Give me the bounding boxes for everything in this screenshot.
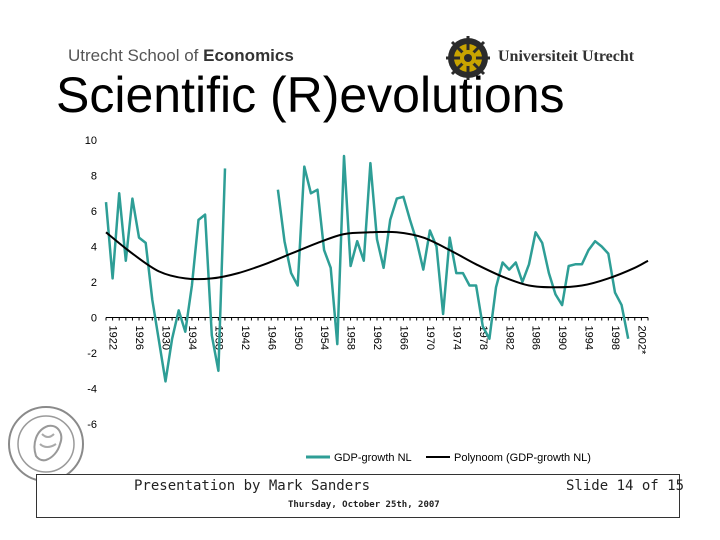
x-tick-label: 1994	[583, 326, 595, 350]
x-tick-label: 1982	[503, 326, 515, 350]
x-tick-label: 1926	[133, 326, 145, 350]
footer-date: Thursday, October 25th, 2007	[288, 500, 440, 510]
x-tick-label: 2002*	[635, 326, 647, 355]
y-tick-label: -4	[87, 384, 97, 396]
school-logo-text: Utrecht School of Economics	[68, 46, 294, 66]
x-tick-label: 1998	[609, 326, 621, 350]
university-name: Universiteit Utrecht	[498, 48, 635, 65]
y-tick-label: 4	[91, 242, 97, 254]
school-prefix: Utrecht School of	[68, 46, 204, 65]
legend-label-trend: Polynoom (GDP-growth NL)	[454, 452, 591, 464]
y-tick-label: 0	[91, 313, 97, 325]
x-tick-label: 1942	[239, 326, 251, 350]
x-tick-label: 1954	[318, 326, 330, 350]
x-tick-label: 1966	[398, 326, 410, 350]
x-tick-label: 1978	[477, 326, 489, 350]
x-tick-label: 1986	[530, 326, 542, 350]
x-tick-label: 1990	[556, 326, 568, 350]
page-title: Scientific (R)evolutions	[56, 67, 565, 123]
legend-label-gdp: GDP-growth NL	[334, 452, 412, 464]
x-tick-label: 1930	[160, 326, 172, 350]
footer-presenter: Presentation by Mark Sanders	[134, 478, 371, 494]
x-tick-label: 1958	[345, 326, 357, 350]
x-tick-label: 1934	[186, 326, 198, 350]
x-tick-label: 1962	[371, 326, 383, 350]
x-tick-label: 1946	[265, 326, 277, 350]
footer-slide-number: Slide 14 of 15	[566, 478, 685, 494]
x-tick-label: 1950	[292, 326, 304, 350]
y-axis: 10 8 6 4 2 0 -2 -4 -6	[85, 135, 97, 431]
footer-bar	[36, 474, 680, 518]
university-crest-icon	[446, 36, 490, 80]
y-tick-label: 2	[91, 277, 97, 289]
seal-logo-icon	[8, 406, 84, 482]
x-tick-label: 1974	[450, 326, 462, 350]
y-tick-label: -2	[87, 348, 97, 360]
y-tick-label: 10	[85, 135, 97, 147]
series-line-gdp-growth	[276, 154, 630, 346]
legend: GDP-growth NL Polynoom (GDP-growth NL)	[306, 452, 591, 464]
school-bold: Economics	[203, 46, 294, 65]
x-tick-label: 1970	[424, 326, 436, 350]
series-layer	[104, 154, 649, 383]
x-tick-label: 1922	[107, 326, 119, 350]
y-tick-label: 8	[91, 171, 97, 183]
y-tick-label: -6	[87, 419, 97, 431]
trend-line-polynomial	[105, 230, 649, 289]
series-line-gdp-growth	[104, 168, 227, 383]
y-tick-label: 6	[91, 206, 97, 218]
